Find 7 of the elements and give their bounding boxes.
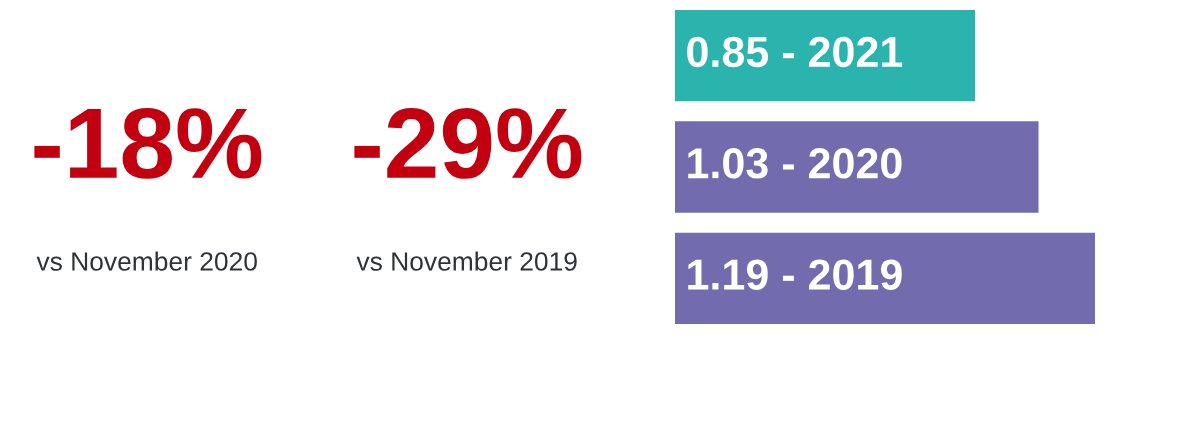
text: vs November 2020 <box>36 251 257 271</box>
data-label: 1.03 - 2020 <box>688 148 902 179</box>
text: -18% <box>34 107 262 179</box>
text: -29% <box>354 107 582 179</box>
data-label: 0.85 - 2021 <box>687 36 903 68</box>
text: vs November 2019 <box>356 251 577 271</box>
data-label: 1.19 - 2019 <box>688 259 902 290</box>
